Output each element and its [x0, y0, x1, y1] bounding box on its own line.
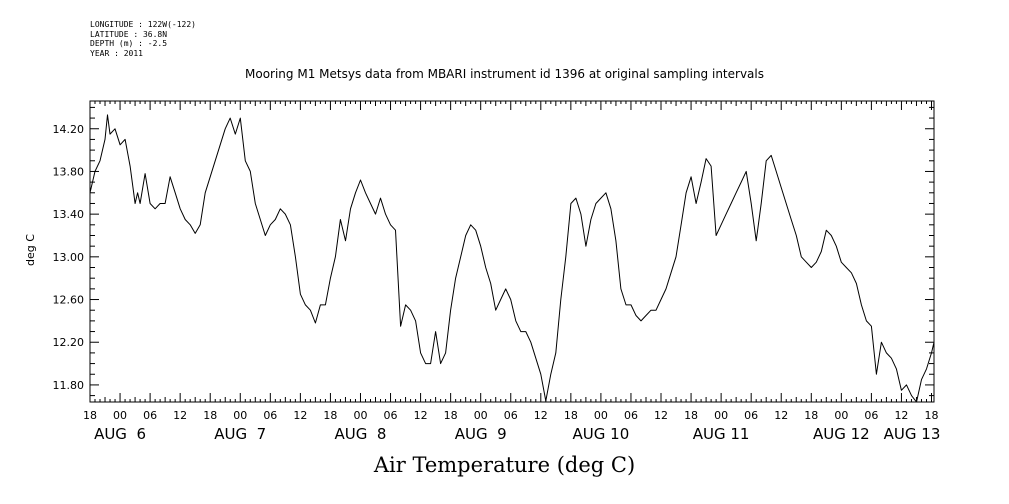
- x-tick-label: 12: [894, 409, 908, 422]
- plot-frame: [89, 100, 935, 403]
- x-date-label: AUG 9: [455, 425, 507, 443]
- x-tick-label: 06: [864, 409, 878, 422]
- x-tick-label: 00: [834, 409, 848, 422]
- y-tick-label: 13.00: [53, 251, 85, 264]
- x-date-label: AUG 11: [693, 425, 750, 443]
- air-temperature-series-line: [89, 114, 935, 403]
- y-tick-label: 13.40: [53, 208, 85, 221]
- chart-title: Mooring M1 Metsys data from MBARI instru…: [245, 67, 764, 81]
- y-tick-label: 13.80: [53, 165, 85, 178]
- x-tick-label: 12: [414, 409, 428, 422]
- x-tick-label: 06: [384, 409, 398, 422]
- x-tick-label: 00: [714, 409, 728, 422]
- x-tick-label: 00: [474, 409, 488, 422]
- x-date-label: AUG 8: [335, 425, 387, 443]
- x-date-label: AUG 6: [94, 425, 146, 443]
- x-tick-label: 18: [203, 409, 217, 422]
- x-axis-label: Air Temperature (deg C): [373, 453, 636, 477]
- x-tick-label: 12: [173, 409, 187, 422]
- x-tick-label: 00: [594, 409, 608, 422]
- x-tick-label: 06: [504, 409, 518, 422]
- x-tick-label: 06: [263, 409, 277, 422]
- x-tick-label: 12: [534, 409, 548, 422]
- x-tick-label: 18: [684, 409, 698, 422]
- x-date-label: AUG 12: [813, 425, 870, 443]
- x-tick-label: 00: [353, 409, 367, 422]
- meta-depth: DEPTH (m) : -2.5: [90, 39, 168, 48]
- x-tick-label: 18: [83, 409, 97, 422]
- x-tick-label: 18: [323, 409, 337, 422]
- meta-year: YEAR : 2011: [90, 48, 143, 58]
- x-tick-label: 06: [744, 409, 758, 422]
- x-tick-label: 12: [774, 409, 788, 422]
- y-tick-label: 12.60: [53, 294, 85, 307]
- metadata-block: LONGITUDE : 122W(-122) LATITUDE : 36.8N …: [90, 20, 196, 58]
- x-tick-label: 18: [444, 409, 458, 422]
- meta-latitude: LATITUDE : 36.8N: [90, 29, 168, 39]
- x-tick-label: 12: [293, 409, 307, 422]
- y-tick-label: 11.80: [53, 379, 85, 392]
- x-tick-label: 06: [624, 409, 638, 422]
- x-date-label: AUG 10: [573, 425, 630, 443]
- x-date-label: AUG 7: [214, 425, 266, 443]
- x-tick-label: 18: [804, 409, 818, 422]
- x-tick-label: 00: [113, 409, 127, 422]
- meta-longitude: LONGITUDE : 122W(-122): [90, 20, 196, 29]
- x-tick-label: 18: [924, 409, 938, 422]
- x-date-label: AUG 13: [884, 425, 941, 443]
- y-tick-label: 12.20: [53, 336, 85, 349]
- x-tick-label: 12: [654, 409, 668, 422]
- y-tick-label: 14.20: [53, 123, 85, 136]
- y-axis-label: deg C: [24, 234, 37, 266]
- x-tick-label: 00: [233, 409, 247, 422]
- x-tick-label: 06: [143, 409, 157, 422]
- x-tick-label: 18: [564, 409, 578, 422]
